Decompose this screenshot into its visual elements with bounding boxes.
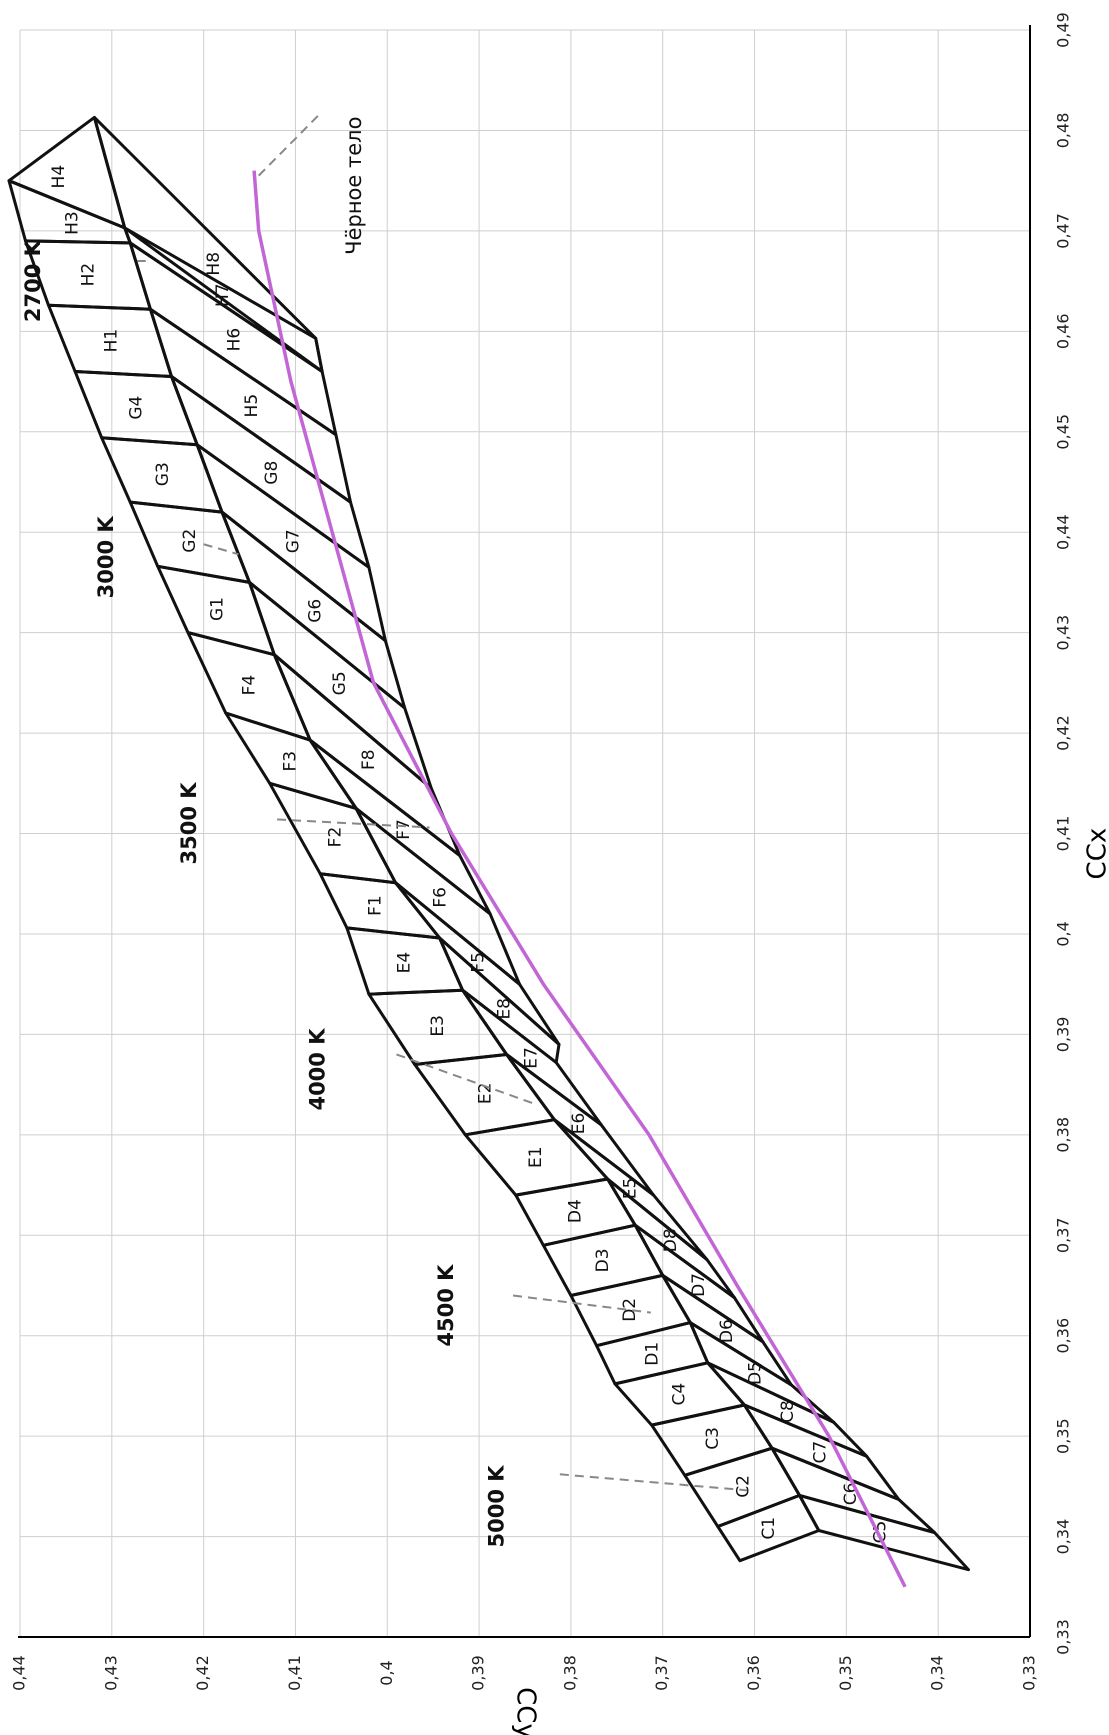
ccx-tick-label: 0,34 [1054,1519,1073,1555]
bin-label-g7: G7 [283,529,303,553]
cct-leader-5000k [560,1474,747,1490]
cct-label-5000k: 5000 K [484,1465,508,1548]
chromaticity-bins: C1C2C3C4C5C6C7C8D1D2D3D4D5D6D7D8E1E2E3E4… [9,117,969,1569]
bin-label-f4: F4 [240,675,260,696]
bin-label-g3: G3 [153,462,173,486]
bin-label-e6: E6 [569,1113,589,1135]
ccx-tick-label: 0,42 [1054,715,1073,751]
bin-label-e5: E5 [621,1178,641,1200]
ccx-tick-label: 0,43 [1054,615,1073,651]
bin-label-d5: D5 [746,1361,766,1385]
bin-label-h6: H6 [225,328,245,352]
bin-label-e3: E3 [428,1015,448,1037]
bin-label-d1: D1 [642,1342,662,1366]
bin-label-e4: E4 [394,952,414,974]
ccy-tick-label: 0,44 [10,1655,29,1691]
bin-label-c2: C2 [734,1475,754,1498]
cct-label-3500k: 3500 K [177,782,201,865]
ccy-tick-label: 0,42 [193,1655,212,1691]
ccx-tick-label: 0,48 [1054,113,1073,149]
ccx-tick-label: 0,41 [1054,816,1073,852]
axis-ticks: 0,33 0,34 0,35 0,36 0,37 0,38 0,39 0,4 0,41 0,42 0… [10,12,1073,1691]
bin-label-h4: H4 [49,165,69,189]
ccx-tick-label: 0,38 [1054,1117,1073,1153]
bin-label-h3: H3 [62,211,82,235]
ccx-tick-label: 0,45 [1054,414,1073,450]
bin-label-g4: G4 [126,396,146,420]
bin-label-h8: H8 [204,252,224,276]
bin-label-f1: F1 [366,895,386,916]
ccy-tick-label: 0,36 [744,1655,763,1691]
bin-h8 [94,117,322,371]
ccx-tick-label: 0,47 [1054,213,1073,249]
ccx-tick-label: 0,46 [1054,314,1073,350]
ccx-tick-label: 0,39 [1054,1017,1073,1053]
cct-label-4000k: 4000 K [305,1028,329,1111]
ccy-tick-label: 0,35 [836,1655,855,1691]
bin-label-f2: F2 [325,827,345,848]
cct-leader-3000k [204,544,239,554]
bin-label-e1: E1 [526,1146,546,1168]
ccx-tick-label: 0,37 [1054,1217,1073,1253]
axes [18,25,1030,1637]
bin-label-d3: D3 [593,1248,613,1272]
bin-label-f3: F3 [280,751,300,772]
bin-label-c1: C1 [759,1517,779,1540]
ccy-tick-label: 0,43 [101,1655,120,1691]
bin-label-g1: G1 [207,597,227,621]
ccy-tick-label: 0,38 [560,1655,579,1691]
cct-label-4500k: 4500 K [434,1264,458,1347]
ccy-tick-label: 0,34 [928,1655,947,1691]
bin-label-f7: F7 [394,819,414,840]
ccy-tick-label: 0,4 [377,1660,396,1685]
cct-label-3000k: 3000 K [94,516,118,599]
bin-label-c7: C7 [810,1441,830,1464]
ccx-tick-label: 0,36 [1054,1318,1073,1354]
bin-label-d4: D4 [566,1199,586,1223]
ccx-tick-label: 0,49 [1054,12,1073,48]
ccy-tick-label: 0,37 [652,1655,671,1691]
x-axis-title: CCx [1083,828,1109,880]
blackbody-locus-label: Чёрное тело [342,117,366,255]
bin-label-g2: G2 [180,529,200,553]
ccy-tick-label: 0,41 [285,1655,304,1691]
bin-label-g5: G5 [330,671,350,695]
bin-label-g8: G8 [262,461,282,485]
bin-label-c4: C4 [670,1383,690,1406]
bin-label-h5: H5 [242,394,262,418]
bin-label-h2: H2 [79,263,99,287]
ccx-tick-label: 0,4 [1054,921,1073,946]
blackbody-leader [259,115,319,175]
bin-label-h1: H1 [101,329,121,353]
cct-label-2700k: 2700 K [21,239,45,322]
ccy-tick-label: 0,39 [469,1655,488,1691]
bin-label-f8: F8 [359,749,379,770]
bin-label-g6: G6 [305,599,325,623]
bin-label-c3: C3 [703,1427,723,1450]
ccx-tick-label: 0,33 [1054,1619,1073,1655]
ccx-tick-label: 0,44 [1054,514,1073,550]
ccx-tick-label: 0,35 [1054,1418,1073,1454]
ccy-tick-label: 0,33 [1020,1655,1039,1691]
bin-label-f6: F6 [430,887,450,908]
y-axis-title: CCy [511,1687,541,1735]
